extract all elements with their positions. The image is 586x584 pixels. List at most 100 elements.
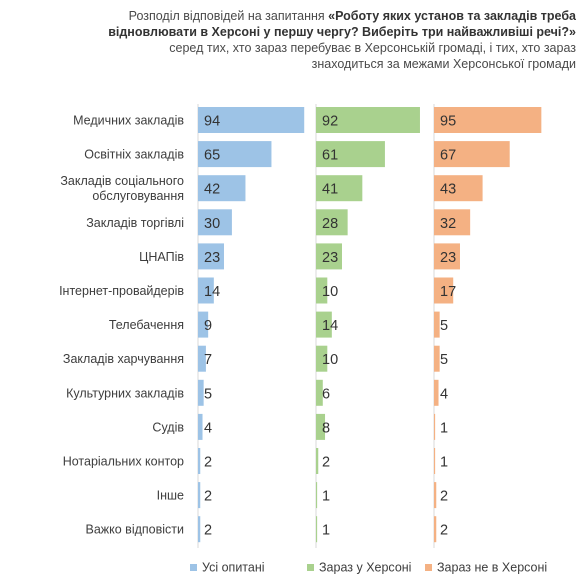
bar: [434, 277, 454, 304]
legend-swatch: [190, 564, 197, 571]
data-label: 42: [204, 182, 220, 198]
data-label: 2: [440, 523, 448, 539]
bar: [434, 482, 437, 509]
legend-swatch: [425, 564, 432, 571]
bar: [316, 277, 328, 304]
bar: [198, 141, 272, 168]
legend-entry: Усі опитані: [202, 561, 265, 575]
data-label: 30: [204, 216, 220, 232]
data-label: 14: [204, 284, 220, 300]
bar: [434, 448, 436, 474]
data-label: 9: [204, 318, 212, 334]
data-label: 1: [440, 455, 448, 471]
bar: [198, 482, 201, 509]
category-label: Культурних закладів: [66, 386, 184, 400]
title-prefix: Розподіл відповідей на запитання: [128, 9, 329, 23]
data-label: 95: [440, 114, 456, 130]
bar: [198, 107, 305, 133]
data-label: 2: [204, 489, 212, 505]
bar: [316, 516, 318, 543]
bar: [434, 243, 460, 270]
data-label: 10: [322, 352, 338, 368]
data-label: 6: [322, 386, 330, 402]
category-label: Інтернет-провайдерів: [59, 284, 184, 298]
category-label: Закладів соціального обслуговування: [60, 174, 184, 203]
category-label: Освітніх закладів: [84, 148, 184, 162]
series-panel: 95 67 43 32 23 17 5 5 4 1 1 2 2: [433, 104, 542, 548]
bar: [316, 107, 420, 133]
bar: [316, 379, 323, 406]
category-labels: Медичних закладів Освітніх закладів Заклад…: [59, 114, 184, 537]
bar: [434, 141, 510, 168]
bar: [198, 175, 246, 202]
bar: [198, 209, 232, 236]
data-label: 4: [204, 420, 212, 436]
bar: [316, 413, 326, 440]
chart-title: Розподіл відповідей на запитання «Роботу…: [106, 8, 576, 72]
data-label: 28: [322, 216, 338, 232]
data-label: 1: [322, 523, 330, 539]
category-label: Нотаріальних контор: [63, 455, 184, 469]
bar: [198, 379, 204, 406]
data-label: 7: [204, 352, 212, 368]
bar: [316, 482, 318, 509]
bar: [198, 516, 201, 543]
data-label: 67: [440, 148, 456, 164]
data-label: 23: [322, 250, 338, 266]
data-label: 43: [440, 182, 456, 198]
bar: [198, 413, 203, 440]
data-label: 5: [204, 386, 212, 402]
data-label: 1: [322, 489, 330, 505]
bar: [434, 209, 471, 236]
data-label: 8: [322, 420, 330, 436]
data-label: 1: [440, 420, 448, 436]
data-label: 23: [204, 250, 220, 266]
bar: [434, 175, 483, 202]
category-label: Закладів торгівлі: [86, 216, 184, 230]
data-label: 2: [204, 523, 212, 539]
series-panel: 92 61 41 28 23 10 14 10 6 8 2 1 1: [315, 104, 420, 548]
bar: [434, 379, 439, 406]
data-label: 2: [204, 455, 212, 471]
legend-entry: Зараз у Херсоні: [319, 561, 411, 575]
bar: [198, 277, 214, 304]
data-label: 5: [440, 352, 448, 368]
bar: [434, 345, 440, 372]
data-label: 32: [440, 216, 456, 232]
category-label: Важко відповісти: [86, 523, 185, 537]
bar: [198, 345, 206, 372]
category-label: Телебачення: [109, 318, 184, 332]
data-label: 61: [322, 148, 338, 164]
title-suffix: серед тих, хто зараз перебуває в Херсонс…: [169, 41, 576, 71]
data-label: 17: [440, 284, 456, 300]
category-label: Судів: [152, 420, 184, 434]
data-label: 2: [440, 489, 448, 505]
legend: Усі опитані Зараз у Херсоні Зараз не в Хер…: [190, 561, 547, 575]
data-label: 92: [322, 114, 338, 130]
legend-entry: Зараз не в Херсоні: [437, 561, 547, 575]
bar: [198, 448, 201, 474]
bar: [316, 175, 363, 202]
bar: [316, 209, 348, 236]
category-label: Закладів харчування: [63, 352, 184, 366]
title-question: «Роботу яких установ та закладів треба в…: [108, 9, 576, 39]
bar: [434, 413, 436, 440]
data-label: 14: [322, 318, 338, 334]
bar: [434, 107, 542, 133]
bar: [316, 448, 319, 474]
bar: [198, 311, 209, 338]
bar: [434, 311, 440, 338]
category-label: Медичних закладів: [73, 114, 184, 128]
data-label: 10: [322, 284, 338, 300]
chart-panels: 9465423023149754222926141282310141068211…: [197, 104, 542, 548]
bar: [316, 243, 342, 270]
data-label: 2: [322, 455, 330, 471]
data-label: 41: [322, 182, 338, 198]
data-label: 4: [440, 386, 448, 402]
bar: [316, 345, 328, 372]
bar: [198, 243, 224, 270]
category-label: ЦНАПів: [139, 250, 184, 264]
bar: [316, 141, 385, 168]
legend-swatch: [307, 564, 314, 571]
